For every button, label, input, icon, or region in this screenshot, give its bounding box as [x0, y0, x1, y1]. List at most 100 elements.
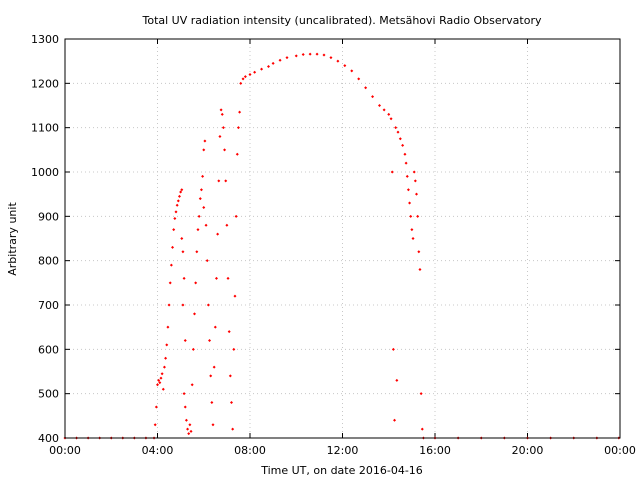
- data-point: [405, 174, 409, 178]
- data-point: [161, 387, 165, 391]
- data-point: [220, 112, 224, 116]
- data-point: [176, 199, 180, 203]
- data-point: [415, 192, 418, 196]
- data-point: [248, 72, 252, 76]
- data-point: [395, 378, 399, 382]
- y-tick-label: 1200: [31, 77, 59, 90]
- data-point: [212, 365, 216, 369]
- data-point: [213, 325, 217, 329]
- data-point: [409, 214, 413, 218]
- data-point: [412, 170, 416, 174]
- x-tick-label: 08:00: [234, 444, 266, 457]
- data-point: [205, 259, 209, 263]
- data-point: [236, 126, 240, 130]
- data-point: [329, 56, 333, 60]
- data-point: [160, 372, 164, 376]
- y-tick-label: 500: [38, 388, 59, 401]
- data-point: [187, 432, 191, 436]
- data-point: [413, 179, 417, 183]
- data-point: [210, 401, 214, 405]
- data-point: [260, 67, 264, 71]
- data-point: [204, 223, 208, 227]
- data-point: [398, 137, 402, 141]
- data-point: [403, 152, 407, 156]
- data-point: [186, 427, 190, 431]
- data-point: [179, 190, 183, 194]
- data-point: [158, 381, 162, 385]
- data-point: [410, 228, 414, 232]
- data-point: [182, 392, 186, 396]
- data-point: [336, 59, 340, 63]
- data-point: [202, 205, 206, 209]
- data-point: [208, 338, 212, 342]
- data-point: [177, 194, 181, 198]
- chart-title: Total UV radiation intensity (uncalibrat…: [142, 14, 542, 27]
- data-point: [167, 303, 171, 307]
- data-point: [394, 126, 398, 130]
- data-point: [184, 418, 188, 422]
- data-point: [378, 104, 381, 107]
- y-tick-label: 400: [38, 432, 59, 445]
- data-point: [271, 61, 275, 65]
- data-point: [193, 312, 196, 316]
- data-point: [159, 376, 163, 380]
- data-point: [216, 232, 220, 236]
- data-point: [371, 95, 375, 99]
- y-tick-label: 700: [38, 299, 59, 312]
- data-point: [404, 161, 408, 165]
- data-point: [234, 214, 238, 218]
- data-point: [411, 237, 415, 240]
- x-axis-label: Time UT, on date 2016-04-16: [260, 464, 423, 477]
- data-point: [230, 401, 233, 405]
- data-point: [419, 392, 423, 396]
- data-point: [183, 338, 187, 342]
- y-tick-label: 900: [38, 210, 59, 223]
- plot-frame: [64, 38, 621, 439]
- data-point: [401, 143, 405, 147]
- data-point: [243, 75, 247, 79]
- data-point: [343, 64, 347, 68]
- data-point: [322, 53, 326, 57]
- data-point: [308, 52, 312, 56]
- data-point: [154, 405, 158, 409]
- data-point: [191, 347, 195, 351]
- data-point: [173, 217, 177, 221]
- data-point: [197, 214, 201, 218]
- y-axis-ticks: 400 500 600 700 800 900 1000 1100 1200 1300: [31, 33, 620, 445]
- y-axis-label: Arbitrary unit: [6, 202, 19, 276]
- data-point: [174, 210, 178, 214]
- data-point: [238, 110, 242, 114]
- data-point: [233, 294, 237, 298]
- data-point: [406, 188, 410, 192]
- data-point: [219, 108, 223, 112]
- data-point: [189, 429, 193, 433]
- y-tick-label: 600: [38, 343, 59, 356]
- data-point: [195, 250, 199, 254]
- data-point: [214, 276, 218, 280]
- data-point: [225, 223, 229, 227]
- data-point: [165, 343, 169, 347]
- data-point: [199, 188, 203, 192]
- data-point: [181, 250, 185, 254]
- data-point: [156, 383, 159, 387]
- grid-lines: [65, 39, 620, 438]
- x-tick-label: 12:00: [327, 444, 359, 457]
- data-point: [217, 179, 221, 183]
- data-point: [162, 365, 166, 369]
- data-point: [172, 228, 176, 232]
- data-point: [253, 70, 257, 74]
- x-tick-label: 00:00: [604, 444, 636, 457]
- data-point: [182, 276, 186, 280]
- x-tick-label: 00:00: [49, 444, 81, 457]
- data-point: [278, 58, 282, 62]
- data-point: [396, 130, 400, 134]
- data-point: [357, 77, 361, 81]
- data-point: [232, 347, 236, 351]
- data-point: [350, 69, 354, 73]
- data-point: [218, 135, 222, 139]
- data-point: [171, 245, 175, 249]
- data-point: [235, 152, 239, 156]
- data-point: [390, 170, 394, 174]
- data-point: [226, 276, 230, 280]
- data-point: [221, 126, 225, 130]
